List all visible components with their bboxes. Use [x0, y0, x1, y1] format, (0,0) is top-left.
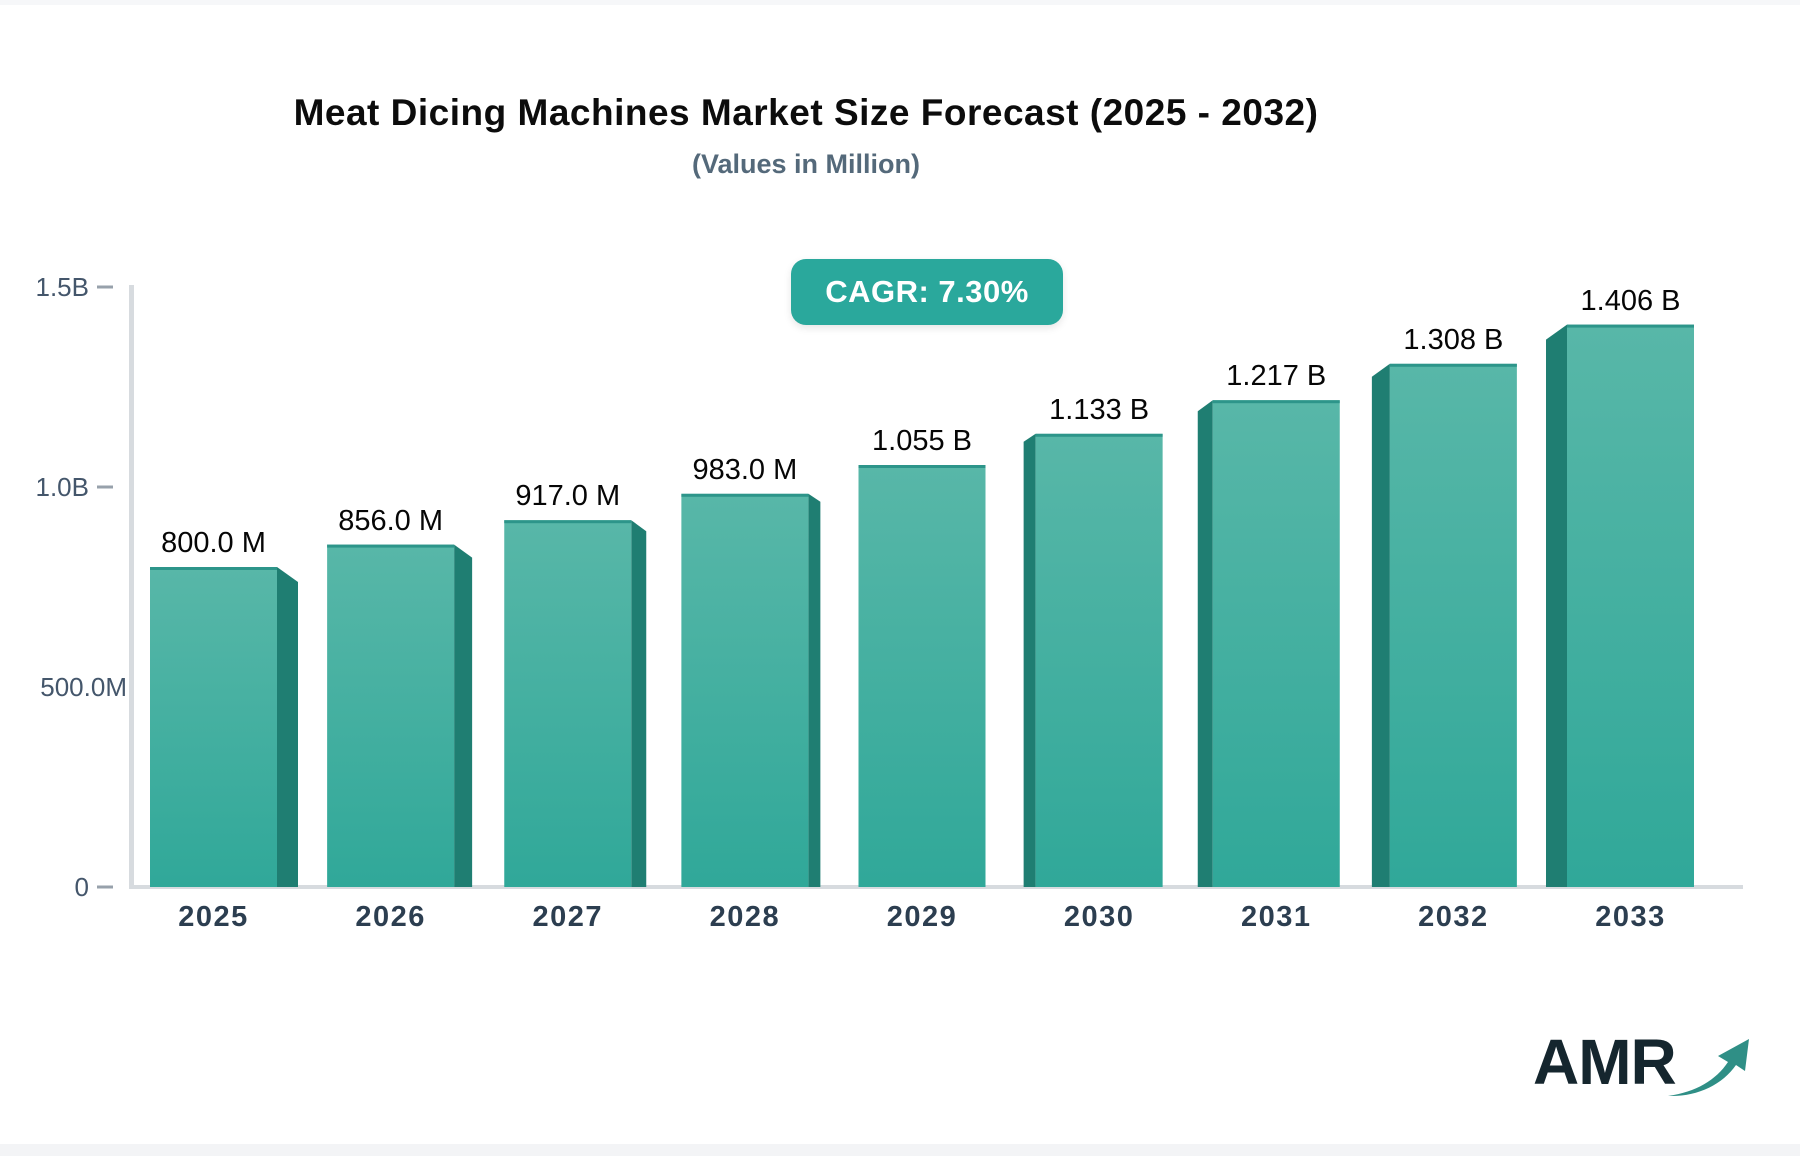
bar-2031[interactable] — [1197, 400, 1340, 887]
amr-logo: AMR — [1533, 1030, 1752, 1102]
bar-top-edge — [858, 465, 986, 468]
bar-side-face — [1197, 400, 1213, 887]
bar-front-face — [858, 465, 986, 887]
bar-2028[interactable] — [681, 493, 821, 887]
bar-top-edge — [327, 544, 455, 548]
bar-front-face — [681, 493, 809, 887]
y-tick-dash — [97, 285, 113, 289]
bar-front-face — [150, 567, 277, 887]
chart-subtitle: (Values in Million) — [691, 149, 921, 179]
bar-2027[interactable] — [504, 520, 647, 887]
bar-top-edge — [1035, 433, 1163, 437]
bar-top-edge — [1389, 363, 1517, 367]
bar-front-face — [504, 520, 632, 887]
y-axis-line — [129, 285, 134, 889]
bar-side-face — [277, 567, 298, 887]
bar-front-face — [1035, 433, 1163, 887]
bar-top-edge — [681, 493, 809, 497]
bar-2030[interactable] — [1023, 433, 1163, 887]
bar-front-face — [1389, 363, 1517, 887]
chart-title: Meat Dicing Machines Market Size Forecas… — [293, 92, 1319, 133]
cagr-badge: CAGR: 7.30% — [791, 259, 1063, 325]
bar-top-edge — [504, 520, 632, 524]
chart-header: Meat Dicing Machines Market Size Forecas… — [294, 92, 1319, 180]
bar-top-edge — [1567, 324, 1694, 328]
y-tick-dash — [97, 885, 113, 889]
bar-2033[interactable] — [1546, 324, 1694, 888]
bar-side-face — [631, 520, 647, 887]
bar-2026[interactable] — [327, 544, 473, 887]
bar-2029[interactable] — [858, 465, 986, 887]
page-bottom-border — [0, 1144, 1800, 1156]
bar-front-face — [327, 544, 455, 887]
bar-top-edge — [150, 567, 277, 570]
bar-side-face — [1023, 433, 1036, 887]
bar-front-face — [1567, 324, 1694, 888]
amr-logo-text: AMR — [1533, 1026, 1677, 1098]
bar-2025[interactable] — [150, 567, 298, 887]
bar-2032[interactable] — [1371, 363, 1517, 887]
bar-front-face — [1212, 400, 1340, 887]
page-top-border — [0, 0, 1800, 5]
bar-side-face — [1546, 324, 1567, 888]
growth-arrow-path — [1667, 1039, 1749, 1097]
bar-side-face — [808, 493, 821, 887]
growth-arrow-icon — [1667, 1039, 1749, 1097]
bar-side-face — [454, 544, 473, 887]
bar-top-edge — [1212, 400, 1340, 404]
y-tick-dash — [97, 485, 113, 489]
bar-side-face — [1371, 363, 1390, 887]
